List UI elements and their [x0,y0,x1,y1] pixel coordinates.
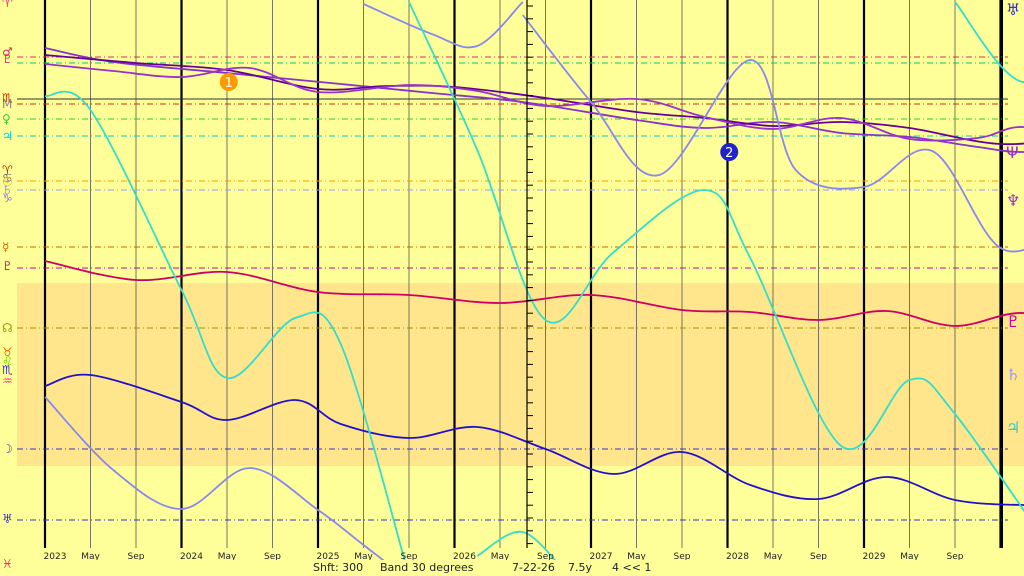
x-tick-label: Sep [810,552,827,560]
x-tick-label: Sep [947,552,964,560]
left-glyph: ♏ [2,363,13,377]
series-line [522,14,1024,253]
series-line [44,63,1024,142]
right-glyph: Ψ [1006,143,1019,162]
left-glyph: ☉ [2,175,13,189]
series-line [44,373,1024,506]
event-marker-label: 1 [225,76,233,91]
left-glyph: M [2,97,13,111]
date-readout: 7-22-26 [512,561,555,574]
event-markers[interactable]: 12 [219,73,739,161]
left-glyph: ♃ [2,129,13,143]
left-glyph: ♏ [2,91,13,105]
left-glyph: ♈ [2,163,13,177]
series-lines [44,1,1024,560]
series-line [408,1,1024,513]
left-glyph: ♌ [2,354,13,368]
x-tick-label: Sep [128,552,145,560]
event-marker[interactable] [219,73,238,91]
series-line [476,531,556,560]
series-line [44,47,1024,153]
x-tick-label: May [491,552,510,560]
left-glyph: ♉ [2,345,13,359]
left-glyph: ♂ [2,45,13,59]
x-tick-labels: 2023 May Sep 2024 May Sep 2025 May Sep 2026 May Sep… [44,552,964,560]
left-glyph: ♇ [2,52,13,66]
date-cursor[interactable] [526,0,533,548]
left-glyph: ♑ [2,191,13,205]
event-marker[interactable] [720,143,739,161]
left-glyph: ☽ [2,442,13,456]
series-line [363,1,524,49]
x-tick-label: Sep [674,552,691,560]
left-glyph: ♋ [2,171,13,185]
right-glyph: ♃ [1006,418,1021,437]
left-glyph: ♀ [2,112,11,126]
right-glyph: ♅ [1006,0,1021,19]
left-glyph: ♓ [2,557,13,571]
left-glyph: ♅ [2,512,13,526]
x-tick-label: 2026 [453,552,476,560]
band-readout: Band 30 degrees [380,561,474,574]
span-readout: 7.5y [568,561,593,574]
event-marker-label: 2 [725,146,733,161]
x-tick-label: 2024 [180,552,203,560]
x-tick-label: May [764,552,783,560]
left-glyph: ☊ [2,321,13,335]
x-tick-label: May [354,552,373,560]
left-glyph: ♇ [2,259,13,273]
left-glyph: ♄ [2,183,13,197]
transit-chart[interactable]: 12 2023 May Sep 2024 May Sep 2025 May Sep 2026 May… [0,0,1024,560]
x-tick-label: Sep [401,552,418,560]
x-tick-label: May [218,552,237,560]
x-tick-label: 2027 [590,552,613,560]
right-glyph: ♇ [1006,312,1021,331]
shift-readout: Shft: 300 [313,561,364,574]
x-tick-label: May [81,552,100,560]
series-line [44,54,1024,146]
left-glyph: ♈ [2,0,13,10]
x-tick-label: 2029 [863,552,886,560]
x-tick-label: 2025 [317,552,340,560]
series-line [44,396,385,560]
nav-readout[interactable]: 4 << 1 [612,561,652,574]
x-tick-label: 2028 [726,552,749,560]
left-glyph: ☿ [2,240,10,254]
left-glyph: ♒ [2,374,13,388]
month-grid [43,0,1003,548]
x-tick-label: 2023 [44,552,67,560]
x-tick-label: Sep [537,552,554,560]
right-glyph: ♆ [1006,191,1021,210]
planet-level-lines [17,56,1008,521]
right-glyph: ♄ [1006,365,1021,384]
status-bar: Shft: 300 Band 30 degrees 7-22-26 7.5y 4… [0,560,1024,576]
x-tick-label: May [900,552,919,560]
series-line [44,260,1024,327]
series-line [44,90,406,560]
x-tick-label: Sep [264,552,281,560]
x-tick-label: May [627,552,646,560]
